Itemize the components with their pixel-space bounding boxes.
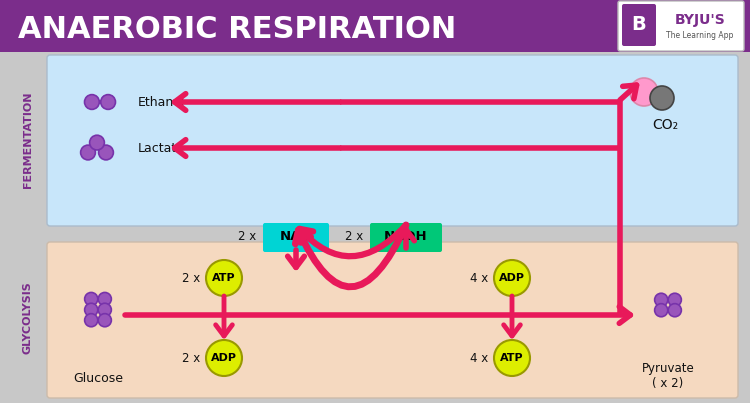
Text: FERMENTATION: FERMENTATION: [23, 92, 33, 188]
FancyArrowPatch shape: [175, 93, 340, 110]
Circle shape: [85, 293, 98, 305]
Circle shape: [98, 303, 111, 316]
Text: ADP: ADP: [499, 273, 525, 283]
FancyArrowPatch shape: [216, 296, 232, 336]
Text: ANAEROBIC RESPIRATION: ANAEROBIC RESPIRATION: [18, 15, 456, 44]
FancyArrowPatch shape: [175, 140, 340, 156]
Circle shape: [85, 95, 99, 109]
FancyArrowPatch shape: [398, 230, 414, 248]
Text: CO₂: CO₂: [652, 118, 678, 132]
Circle shape: [206, 340, 242, 376]
Text: Pyruvate
( x 2): Pyruvate ( x 2): [641, 362, 694, 390]
Text: NADH: NADH: [384, 231, 427, 243]
Circle shape: [98, 293, 111, 305]
Text: Glucose: Glucose: [73, 372, 123, 384]
Circle shape: [100, 95, 116, 109]
Circle shape: [650, 86, 674, 110]
Text: B: B: [632, 15, 646, 35]
Circle shape: [206, 260, 242, 296]
Circle shape: [98, 145, 113, 160]
Circle shape: [85, 314, 98, 327]
FancyArrowPatch shape: [296, 225, 406, 287]
FancyBboxPatch shape: [0, 0, 750, 52]
Text: 4 x: 4 x: [470, 272, 488, 285]
Circle shape: [80, 145, 95, 160]
Circle shape: [668, 303, 681, 317]
Text: Ethanol: Ethanol: [138, 96, 185, 108]
Circle shape: [630, 78, 658, 106]
Text: NAD: NAD: [280, 231, 312, 243]
Text: ATP: ATP: [212, 273, 236, 283]
FancyBboxPatch shape: [622, 4, 656, 46]
Text: 2 x: 2 x: [182, 351, 200, 364]
Circle shape: [98, 314, 111, 327]
Text: GLYCOLYSIS: GLYCOLYSIS: [23, 282, 33, 354]
Text: BYJU'S: BYJU'S: [675, 13, 725, 27]
FancyArrowPatch shape: [125, 307, 630, 323]
Text: Lactate: Lactate: [138, 141, 185, 154]
Text: ADP: ADP: [211, 353, 237, 363]
Text: The Learning App: The Learning App: [666, 31, 734, 39]
Text: ATP: ATP: [500, 353, 523, 363]
Text: 4 x: 4 x: [470, 351, 488, 364]
Circle shape: [494, 260, 530, 296]
FancyBboxPatch shape: [47, 242, 738, 398]
FancyBboxPatch shape: [370, 223, 442, 252]
Text: 2 x: 2 x: [345, 231, 363, 243]
FancyBboxPatch shape: [47, 55, 738, 226]
FancyArrowPatch shape: [504, 296, 520, 336]
Text: 2 x: 2 x: [238, 231, 256, 243]
Circle shape: [89, 135, 104, 150]
Circle shape: [494, 340, 530, 376]
FancyArrowPatch shape: [620, 85, 637, 100]
FancyBboxPatch shape: [618, 1, 744, 51]
Circle shape: [655, 293, 668, 306]
Circle shape: [85, 303, 98, 316]
FancyArrowPatch shape: [288, 250, 304, 267]
Circle shape: [655, 303, 668, 317]
FancyBboxPatch shape: [263, 223, 329, 252]
Circle shape: [668, 293, 681, 306]
Text: 2 x: 2 x: [182, 272, 200, 285]
FancyArrowPatch shape: [299, 225, 406, 256]
